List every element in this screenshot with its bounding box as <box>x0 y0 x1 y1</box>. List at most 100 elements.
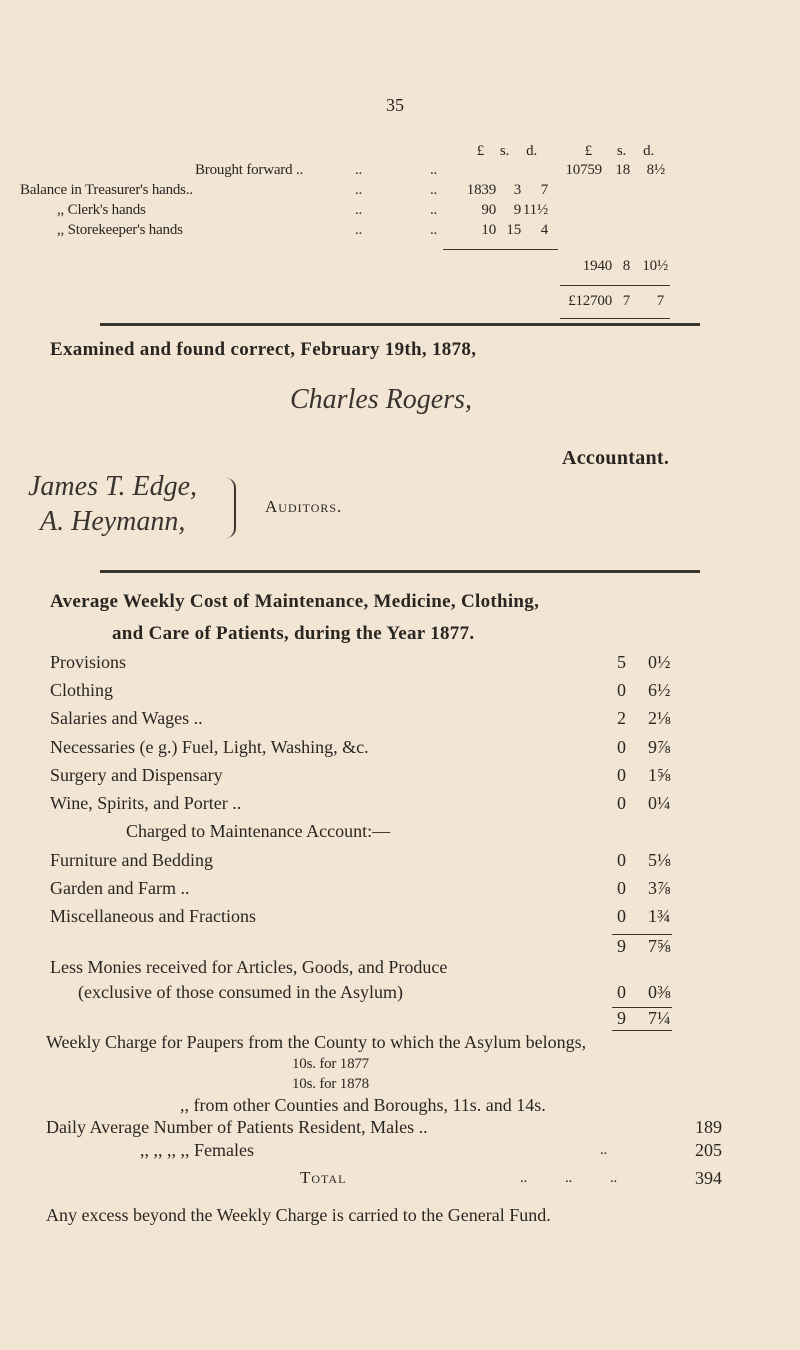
pence: 7⅝ <box>648 936 671 956</box>
net-rule <box>612 1007 672 1008</box>
row-label: ,, Clerk's hands <box>57 202 146 218</box>
pence: 0⅜ <box>648 982 671 1002</box>
net-underline <box>612 1030 672 1031</box>
cost-item-label: Salaries and Wages .. <box>50 708 203 728</box>
leader-dots: .. <box>355 182 363 198</box>
pence: 9⅞ <box>648 737 671 757</box>
cost-item-label: Furniture and Bedding <box>50 850 213 870</box>
weekly-charge-1877: 10s. for 1877 <box>292 1056 369 1072</box>
total-rule <box>560 285 670 286</box>
row-label: Balance in Treasurer's hands.. <box>20 182 193 198</box>
cost-item-label: Surgery and Dispensary <box>50 765 223 785</box>
shillings: 0 <box>617 765 626 785</box>
column-header: s. <box>499 143 509 159</box>
pence: 0½ <box>648 652 671 672</box>
total-count: 394 <box>695 1168 722 1188</box>
shillings: 5 <box>617 652 626 672</box>
females-count: 205 <box>695 1140 722 1160</box>
shillings: 9 <box>617 936 626 956</box>
auditors-label: Auditors. <box>265 497 343 516</box>
amount: 90 <box>481 202 496 218</box>
leader-dots: .. <box>355 162 363 178</box>
males-count: 189 <box>695 1117 722 1137</box>
subtotal-amount: 1940 <box>582 258 612 274</box>
total-amount: 7 <box>622 293 631 309</box>
shillings: 0 <box>617 793 626 813</box>
subtotal-rule <box>443 249 558 250</box>
leader-dots: .. <box>430 222 438 238</box>
shillings: 0 <box>617 680 626 700</box>
leader-dots: .. <box>355 202 363 218</box>
pence: 5⅛ <box>648 850 671 870</box>
section-divider <box>100 323 700 326</box>
leader-dots: .. <box>600 1142 608 1158</box>
daily-average-females: ,, ,, ,, ,, Females <box>140 1140 254 1160</box>
pence: 2⅛ <box>648 708 671 728</box>
amount: 1839 <box>466 182 496 198</box>
table-title: and Care of Patients, during the Year 18… <box>112 623 475 644</box>
amount: 18 <box>615 162 630 178</box>
column-header: £ <box>476 143 485 159</box>
total-label: Total <box>300 1168 347 1187</box>
brace <box>226 478 236 538</box>
examined-statement: Examined and found correct, February 19t… <box>50 339 477 360</box>
accountant-signature: Charles Rogers, <box>290 384 472 415</box>
auditor-signature: A. Heymann, <box>40 506 186 537</box>
cost-item-label: Miscellaneous and Fractions <box>50 906 256 926</box>
amount: 3 <box>513 182 522 198</box>
amount: 15 <box>506 222 521 238</box>
cost-item-label: Garden and Farm .. <box>50 878 190 898</box>
weekly-charge-other: ,, from other Counties and Boroughs, 11s… <box>180 1095 546 1115</box>
table-title: Average Weekly Cost of Maintenance, Medi… <box>50 591 540 612</box>
leader-dots: .. <box>355 222 363 238</box>
row-label: ,, Storekeeper's hands <box>57 222 183 238</box>
total-amount: 7 <box>656 293 665 309</box>
column-header: d. <box>526 143 537 159</box>
total-underline <box>560 318 670 319</box>
column-header: d. <box>643 143 654 159</box>
cost-item-label: Wine, Spirits, and Porter .. <box>50 793 242 813</box>
pence: 1⅝ <box>648 765 671 785</box>
cost-item-label: Necessaries (e g.) Fuel, Light, Washing,… <box>50 737 369 757</box>
shillings: 0 <box>617 878 626 898</box>
accountant-title: Accountant. <box>562 447 670 469</box>
total-amount: £12700 <box>568 293 612 309</box>
cost-item-label: Provisions <box>50 652 127 672</box>
subheading: Charged to Maintenance Account:— <box>126 821 391 841</box>
leader-dots: .. <box>430 202 438 218</box>
column-header: s. <box>616 143 626 159</box>
footer-note: Any excess beyond the Weekly Charge is c… <box>46 1205 551 1225</box>
subtotal-amount: 10½ <box>642 258 668 274</box>
amount: 9 <box>513 202 522 218</box>
subtotal-rule <box>612 934 672 935</box>
cost-item-label: Clothing <box>50 680 114 700</box>
leader-dots: .. <box>610 1170 618 1186</box>
amount: 7 <box>540 182 549 198</box>
pence: 0¼ <box>648 793 671 813</box>
amount: 10759 <box>565 162 602 178</box>
shillings: 9 <box>617 1008 626 1028</box>
daily-average-males: Daily Average Number of Patients Residen… <box>46 1117 428 1137</box>
weekly-charge: Weekly Charge for Paupers from the Count… <box>46 1032 587 1052</box>
leader-dots: .. <box>430 162 438 178</box>
shillings: 0 <box>617 982 626 1002</box>
amount: 4 <box>540 222 549 238</box>
weekly-charge-1878: 10s. for 1878 <box>292 1076 369 1092</box>
pence: 1¾ <box>648 906 671 926</box>
amount: 11½ <box>522 202 548 218</box>
pence: 6½ <box>648 680 671 700</box>
amount: 8½ <box>646 162 666 178</box>
row-label: Brought forward .. <box>195 162 304 178</box>
section-divider <box>100 570 700 573</box>
auditor-signature: James T. Edge, <box>28 471 197 502</box>
shillings: 2 <box>617 708 626 728</box>
less-monies-label: Less Monies received for Articles, Goods… <box>50 957 448 977</box>
shillings: 0 <box>617 906 626 926</box>
leader-dots: .. <box>430 182 438 198</box>
page-number: 35 <box>386 95 404 115</box>
leader-dots: .. <box>520 1170 528 1186</box>
leader-dots: .. <box>565 1170 573 1186</box>
column-header: £ <box>584 143 593 159</box>
shillings: 0 <box>617 737 626 757</box>
shillings: 0 <box>617 850 626 870</box>
